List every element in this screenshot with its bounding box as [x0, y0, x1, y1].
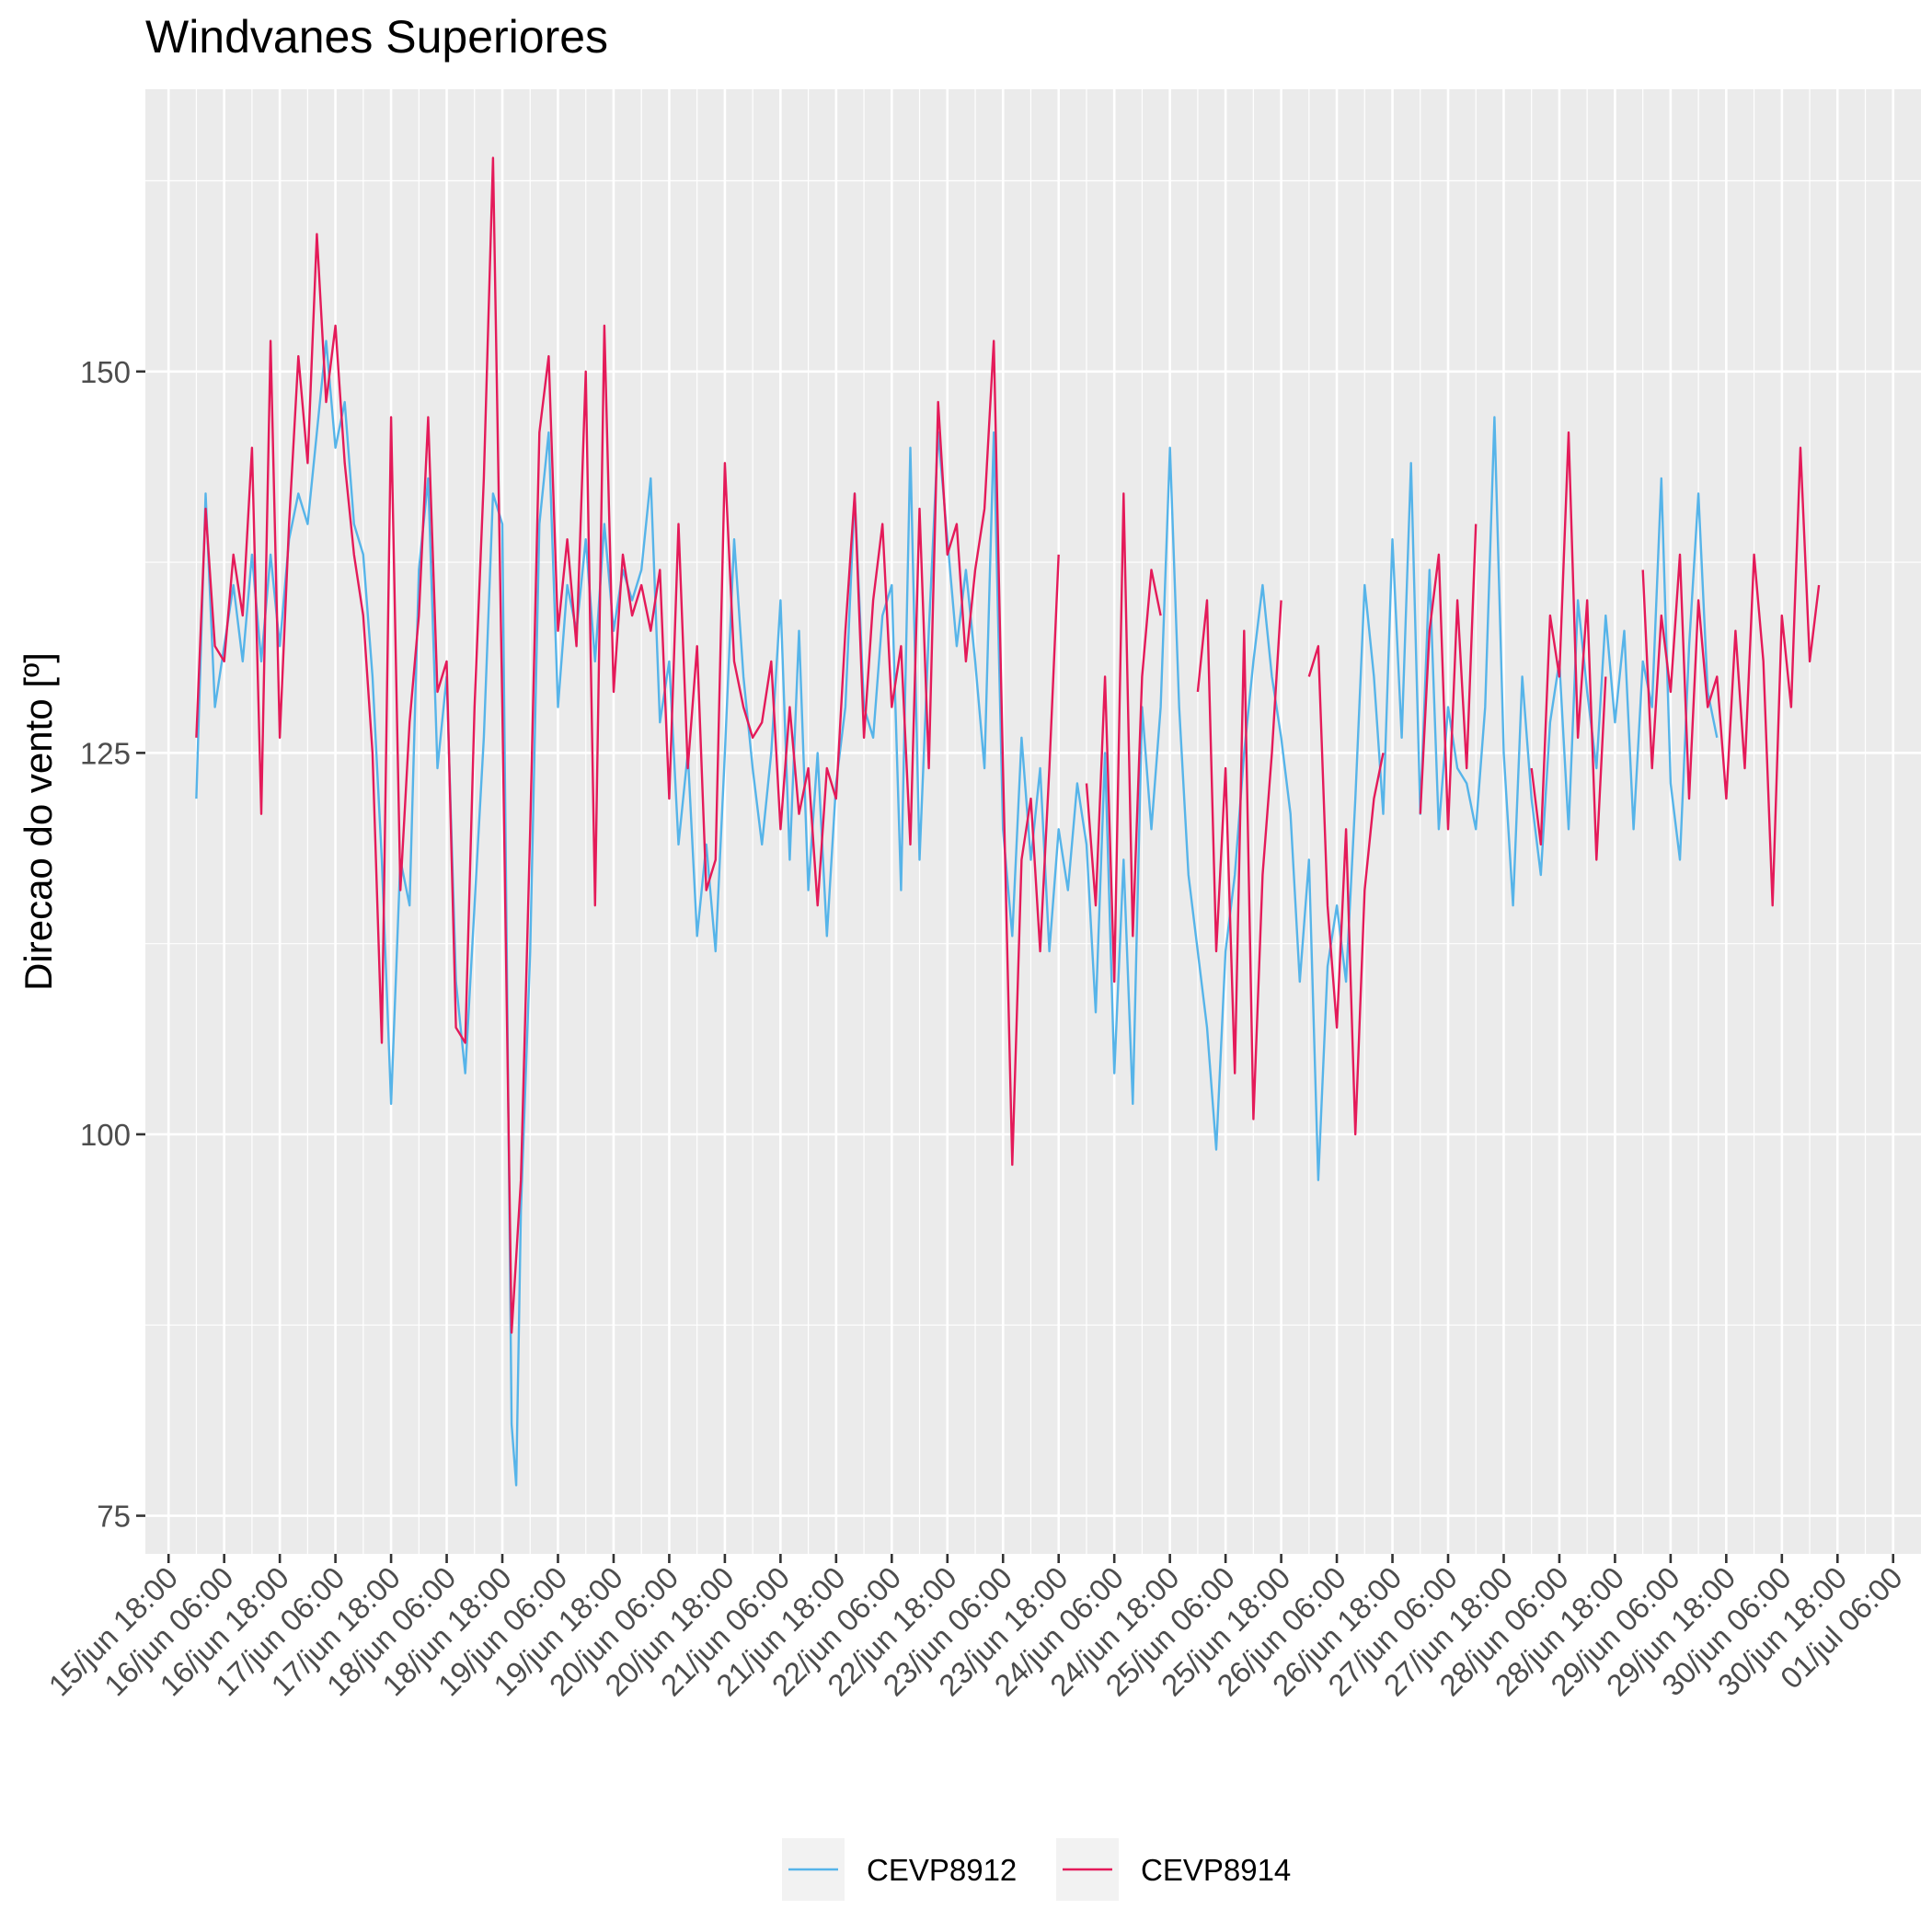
legend: CEVP8912 CEVP8914 — [782, 1838, 1291, 1901]
y-tick-label: 100 — [80, 1118, 131, 1152]
chart-title: Windvanes Superiores — [145, 11, 608, 63]
y-tick-label: 75 — [97, 1500, 131, 1534]
y-axis: 75 100 125 150 — [80, 355, 145, 1534]
legend-item-cevp8912: CEVP8912 — [782, 1838, 1017, 1901]
major-gridlines — [145, 89, 1921, 1554]
legend-item-cevp8914: CEVP8914 — [1056, 1838, 1291, 1901]
series-line — [195, 156, 1821, 1334]
legend-label: CEVP8914 — [1141, 1853, 1291, 1887]
y-tick-label: 125 — [80, 736, 131, 770]
series-layer — [195, 156, 1821, 1487]
legend-label: CEVP8912 — [867, 1853, 1017, 1887]
y-axis-title: Direcao do vento [º] — [17, 652, 60, 991]
y-tick-label: 150 — [80, 355, 131, 389]
series-cevp8914 — [195, 156, 1821, 1334]
